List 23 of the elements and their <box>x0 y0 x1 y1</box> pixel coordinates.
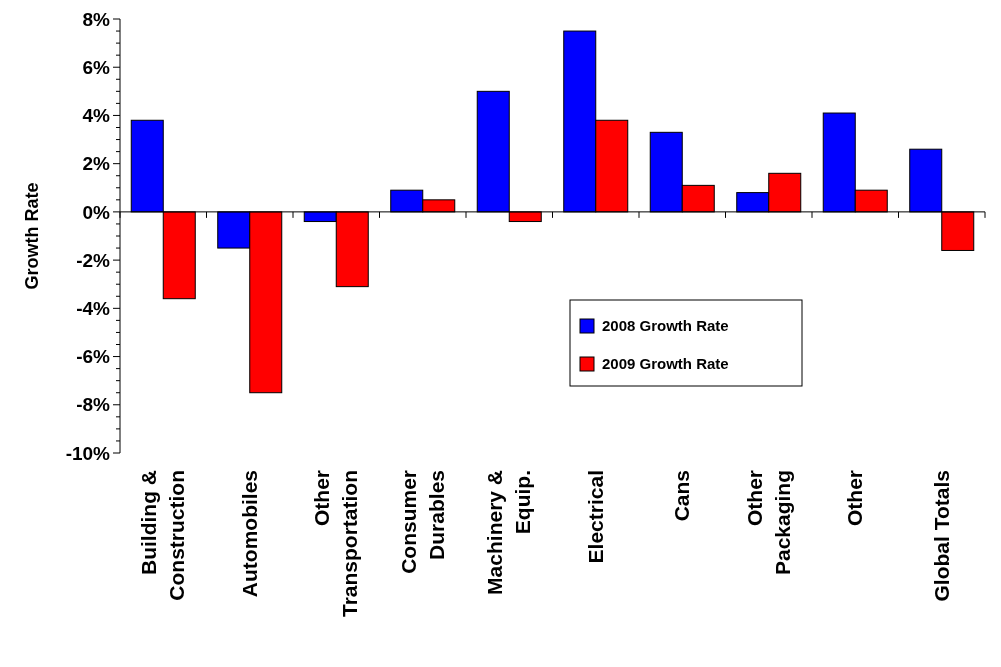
legend-label: 2009 Growth Rate <box>602 355 729 373</box>
x-tick-label: Machinery & Equip. <box>483 470 535 595</box>
y-tick-label: 6% <box>82 56 111 78</box>
x-tick-label: Electrical <box>583 470 607 564</box>
x-tick-label: Other Packaging <box>742 470 794 576</box>
y-tick-label: -8% <box>76 394 111 416</box>
x-tick-label: Building & Construction <box>137 470 189 601</box>
y-tick-label: -6% <box>76 346 111 368</box>
y-tick-label: 2% <box>82 153 111 175</box>
y-tick-label: 4% <box>82 105 111 127</box>
y-tick-label: -4% <box>76 297 111 319</box>
x-tick-label: Cans <box>670 470 694 522</box>
y-axis-title: Growth Rate <box>22 182 42 290</box>
x-tick-label: Global Totals <box>929 470 953 602</box>
x-tick-label: Consumer Durables <box>396 470 448 574</box>
legend-label: 2008 Growth Rate <box>602 317 729 335</box>
y-tick-label: -2% <box>76 249 111 271</box>
x-tick-label: Other Transportation <box>310 470 362 618</box>
y-tick-label: 8% <box>82 8 111 30</box>
x-tick-label: Other <box>843 470 867 527</box>
x-tick-label: Automobiles <box>237 470 261 598</box>
y-tick-label: 0% <box>82 201 111 223</box>
y-tick-label: -10% <box>65 442 111 464</box>
